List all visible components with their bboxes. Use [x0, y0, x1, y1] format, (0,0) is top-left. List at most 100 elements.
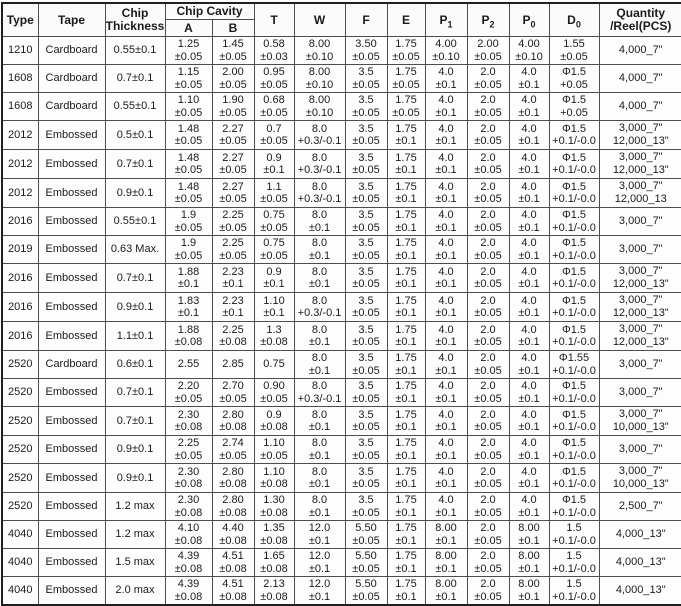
cell-thickness: 0.55±0.1 — [104, 207, 166, 236]
cell-t: 1.10 ±0.1 — [253, 292, 295, 322]
cell-type: 4040 — [1, 548, 39, 577]
cell-thickness: 0.9±0.1 — [104, 435, 166, 464]
cell-thickness: 0.7±0.1 — [104, 149, 166, 179]
cell-thickness: 0.7±0.1 — [104, 378, 166, 407]
cell-tape: Embossed — [37, 378, 106, 407]
cell-d0: Φ1.5 +0.1/-0.0 — [548, 463, 600, 493]
cell-a: 2.55 — [164, 350, 213, 379]
cell-a: 4.39 ±0.08 — [164, 548, 213, 577]
cell-quantity: 3,000_7" — [598, 207, 681, 236]
cell-p1: 4.0 ±0.1 — [424, 350, 468, 379]
header-chip-thickness: Chip Thickness — [104, 2, 166, 37]
cell-a: 1.88 ±0.1 — [164, 263, 213, 293]
table-row: 2016 Embossed 1.1±0.1 1.88 ±0.08 2.25 ±0.08 1.3… — [1, 321, 681, 351]
cell-p2: 2.0 ±0.05 — [466, 120, 510, 150]
cell-t: 1.10 ±0.08 — [253, 463, 295, 493]
cell-p1: 4.0 ±0.1 — [424, 235, 468, 264]
cell-tape: Embossed — [37, 263, 106, 293]
header-tape: Tape — [37, 2, 106, 37]
cell-tape: Embossed — [37, 406, 106, 436]
cell-e: 1.75 ±0.1 — [386, 321, 426, 351]
cell-type: 2520 — [1, 463, 39, 493]
cell-t: 1.65 ±0.08 — [253, 548, 295, 577]
cell-f: 3.5 ±0.05 — [344, 321, 388, 351]
cell-tape: Cardboard — [37, 64, 106, 93]
cell-quantity: 2,500_7" — [598, 492, 681, 521]
cell-p0: 4.0 ±0.1 — [508, 64, 550, 93]
cell-e: 1.75 ±0.1 — [386, 520, 426, 549]
cell-type: 2012 — [1, 120, 39, 150]
cell-t: 0.58 ±0.03 — [253, 36, 295, 65]
cell-type: 2016 — [1, 263, 39, 293]
cell-tape: Embossed — [37, 463, 106, 493]
cell-f: 3.5 ±0.05 — [344, 492, 388, 521]
cell-p1: 4.00 ±0.10 — [424, 36, 468, 65]
cell-f: 3.5 ±0.05 — [344, 406, 388, 436]
cell-b: 2.80 ±0.08 — [211, 492, 255, 521]
cell-p1: 4.0 ±0.1 — [424, 492, 468, 521]
cell-a: 1.83 ±0.1 — [164, 292, 213, 322]
table-row: 1210 Cardboard 0.55±0.1 1.25 ±0.05 1.45 ±0.05 0… — [1, 36, 681, 65]
cell-t: 1.30 ±0.08 — [253, 492, 295, 521]
cell-type: 2520 — [1, 350, 39, 379]
cell-p2: 2.0 ±0.05 — [466, 321, 510, 351]
cell-w: 12.0 ±0.1 — [293, 548, 346, 577]
cell-p2: 2.0 ±0.05 — [466, 178, 510, 208]
cell-f: 3.5 ±0.05 — [344, 463, 388, 493]
cell-type: 1210 — [1, 36, 39, 65]
cell-p1: 4.0 ±0.1 — [424, 321, 468, 351]
cell-a: 1.48 ±0.05 — [164, 178, 213, 208]
cell-t: 0.68 ±0.05 — [253, 92, 295, 121]
cell-type: 2016 — [1, 321, 39, 351]
cell-tape: Embossed — [37, 120, 106, 150]
cell-tape: Embossed — [37, 235, 106, 264]
cell-a: 1.88 ±0.08 — [164, 321, 213, 351]
cell-e: 1.75 ±0.1 — [386, 292, 426, 322]
cell-d0: Φ1.5 +0.1/-0.0 — [548, 435, 600, 464]
cell-t: 0.75 ±0.05 — [253, 235, 295, 264]
cell-a: 2.25 ±0.05 — [164, 435, 213, 464]
cell-thickness: 0.7±0.1 — [104, 263, 166, 293]
table-row: 1608 Cardboard 0.55±0.1 1.10 ±0.05 1.90 ±0.05 0… — [1, 92, 681, 121]
cell-f: 3.5 ±0.05 — [344, 92, 388, 121]
cell-p1: 8.00 ±0.1 — [424, 548, 468, 577]
cell-tape: Embossed — [37, 492, 106, 521]
header-type: Type — [1, 2, 39, 37]
cell-e: 1.75 ±0.05 — [386, 64, 426, 93]
cell-p2: 2.0 ±0.05 — [466, 207, 510, 236]
cell-p0: 4.0 ±0.1 — [508, 292, 550, 322]
cell-p0: 8.00 ±0.1 — [508, 520, 550, 549]
table-row: 2520 Embossed 0.9±0.1 2.30 ±0.08 2.80 ±0.08 1.1… — [1, 463, 681, 493]
cell-e: 1.75 ±0.1 — [386, 463, 426, 493]
cell-p1: 4.0 ±0.1 — [424, 292, 468, 322]
cell-tape: Embossed — [37, 149, 106, 179]
cell-b: 2.25 ±0.05 — [211, 235, 255, 264]
table-row: 2520 Embossed 0.7±0.1 2.20 ±0.05 2.70 ±0.05 0.9… — [1, 378, 681, 407]
cell-f: 3.5 ±0.05 — [344, 64, 388, 93]
cell-d0: Φ1.5 +0.1/-0.0 — [548, 178, 600, 208]
cell-t: 0.75 — [253, 350, 295, 379]
cell-w: 8.00 ±0.10 — [293, 64, 346, 93]
cell-f: 3.5 ±0.05 — [344, 378, 388, 407]
cell-b: 4.51 ±0.08 — [211, 548, 255, 577]
cell-quantity: 3,000_7" — [598, 378, 681, 407]
cell-b: 2.70 ±0.05 — [211, 378, 255, 407]
cell-p0: 4.0 ±0.1 — [508, 492, 550, 521]
header-chip-cavity: Chip Cavity — [164, 2, 255, 20]
cell-f: 3.5 ±0.05 — [344, 178, 388, 208]
cell-e: 1.75 ±0.1 — [386, 576, 426, 606]
cell-e: 1.75 ±0.1 — [386, 207, 426, 236]
cell-p1: 4.0 ±0.1 — [424, 435, 468, 464]
cell-w: 8.0 ±0.1 — [293, 406, 346, 436]
header-p1: P1 — [424, 2, 468, 37]
cell-e: 1.75 ±0.05 — [386, 92, 426, 121]
cell-t: 1.10 ±0.05 — [253, 435, 295, 464]
cell-b: 2.25 ±0.08 — [211, 321, 255, 351]
table-row: 1608 Cardboard 0.7±0.1 1.15 ±0.05 2.00 ±0.05 0.… — [1, 64, 681, 93]
table-body: 1210 Cardboard 0.55±0.1 1.25 ±0.05 1.45 ±0.05 0… — [1, 36, 681, 606]
cell-d0: Φ1.5 +0.1/-0.0 — [548, 149, 600, 179]
cell-quantity: 3,000_7" — [598, 235, 681, 264]
table-row: 2016 Embossed 0.7±0.1 1.88 ±0.1 2.23 ±0.1 0.9 ±0… — [1, 263, 681, 293]
cell-p0: 4.0 ±0.1 — [508, 321, 550, 351]
